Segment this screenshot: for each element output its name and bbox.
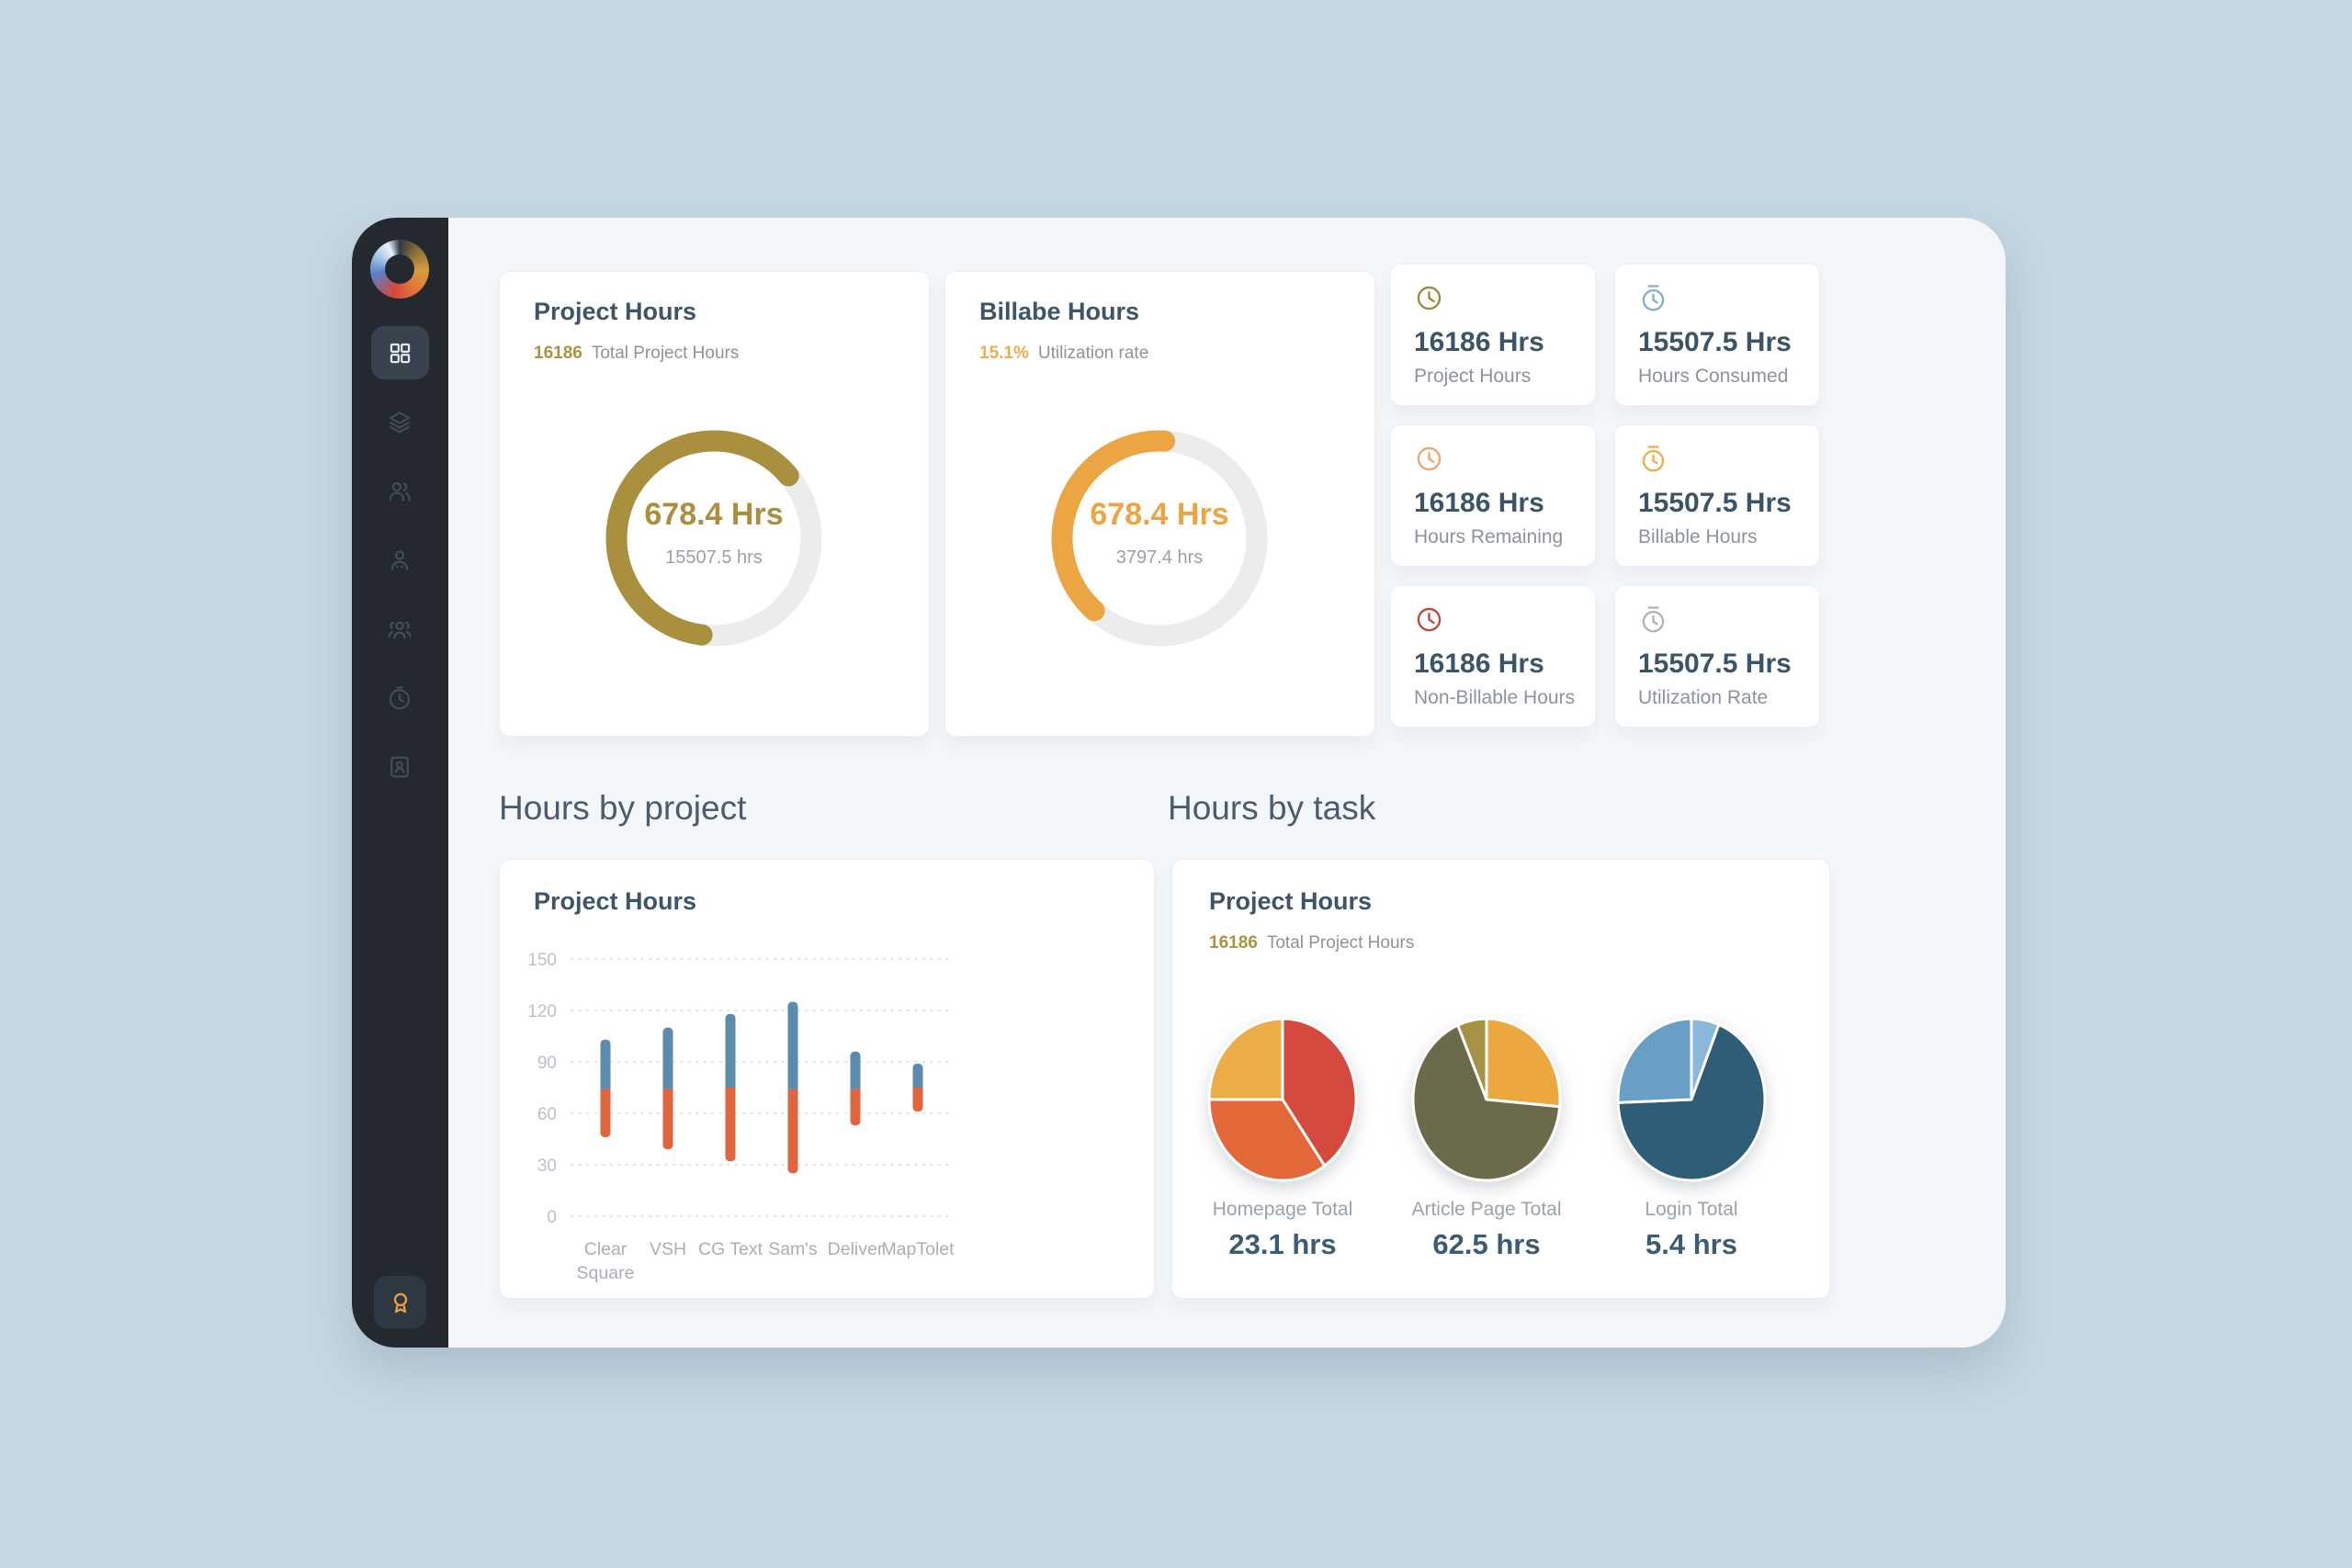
card-title: Project Hours: [1209, 887, 1373, 915]
donut-value: 678.4 Hrs: [1090, 497, 1229, 532]
pie-chart-group: Article Page Total 62.5 hrs: [1376, 1016, 1597, 1261]
total-project-hours-label: Total Project Hours: [591, 344, 740, 363]
stat-card: 16186 Hrs Non-Billable Hours: [1390, 585, 1596, 728]
svg-text:MapTolet: MapTolet: [881, 1239, 955, 1259]
stat-card: 15507.5 Hrs Utilization Rate: [1614, 585, 1820, 728]
svg-text:Deliver: Deliver: [828, 1239, 884, 1259]
sidebar: [352, 218, 448, 1348]
card-subtitle: 16186 Total Project Hours: [534, 344, 739, 364]
card-subtitle: 16186 Total Project Hours: [1209, 933, 1414, 953]
task-pie-chart: [1207, 1017, 1358, 1182]
svg-text:CG Text: CG Text: [698, 1239, 763, 1259]
utilization-rate-label: Utilization rate: [1037, 344, 1149, 363]
svg-text:Sam's: Sam's: [768, 1239, 818, 1259]
clock-icon: [1414, 444, 1444, 474]
card-title: Billabe Hours: [979, 298, 1140, 325]
stat-label: Hours Consumed: [1638, 366, 1789, 387]
svg-text:0: 0: [547, 1208, 557, 1227]
stat-value: 16186 Hrs: [1414, 488, 1544, 518]
sidebar-item-groups[interactable]: [378, 607, 422, 651]
stat-card: 15507.5 Hrs Billable Hours: [1614, 424, 1820, 567]
stat-label: Hours Remaining: [1414, 526, 1564, 547]
stat-value: 16186 Hrs: [1414, 649, 1544, 679]
stat-label: Utilization Rate: [1638, 687, 1769, 708]
stat-label: Project Hours: [1414, 366, 1532, 387]
utilization-rate-value: 15.1%: [979, 344, 1029, 363]
award-icon: [393, 1292, 407, 1313]
layers-icon: [389, 412, 411, 434]
sidebar-item-achievements[interactable]: [374, 1276, 426, 1328]
total-project-hours-value: 16186: [534, 344, 582, 363]
hours-by-task-card: Project Hours 16186 Total Project Hours H…: [1171, 859, 1830, 1299]
stat-card: 15507.5 Hrs Hours Consumed: [1614, 264, 1820, 406]
pie-chart-group: Homepage Total 23.1 hrs: [1172, 1016, 1393, 1261]
card-subtitle: 15.1% Utilization rate: [979, 344, 1148, 364]
project-hours-bar-chart: 0 30 60 90 120 150 Clear Square VSH CG Text Sam's D…: [527, 951, 955, 1283]
pie-value: 23.1 hrs: [1228, 1228, 1337, 1260]
pie-chart-group: Login Total 5.4 hrs: [1581, 1016, 1802, 1261]
grid-icon: [390, 343, 411, 363]
svg-text:150: 150: [527, 951, 557, 970]
svg-text:VSH: VSH: [650, 1239, 686, 1259]
svg-text:120: 120: [527, 1002, 557, 1021]
task-pie-chart: [1411, 1017, 1562, 1182]
donut-center-labels: 678.4 Hrs 15507.5 hrs: [594, 413, 833, 652]
card-title: Project Hours: [534, 298, 697, 325]
stat-value: 16186 Hrs: [1414, 327, 1544, 357]
clock-icon: [1414, 283, 1444, 313]
card-title: Project Hours: [534, 887, 697, 915]
project-hours-donut-chart: [605, 430, 822, 647]
section-heading-hours-by-project: Hours by project: [499, 789, 747, 827]
billable-hours-card: Billabe Hours 15.1% Utilization rate 678.…: [944, 271, 1375, 737]
app-window: Project Hours 16186 Total Project Hours 6…: [352, 218, 2006, 1348]
hours-by-project-card: Project Hours 0 30 60 90 120 150 Clear Square VS…: [499, 859, 1155, 1299]
clock-icon: [1414, 604, 1444, 635]
donut-subvalue: 3797.4 hrs: [1115, 547, 1204, 568]
stat-label: Non-Billable Hours: [1414, 687, 1576, 708]
sidebar-item-team[interactable]: [378, 469, 422, 513]
stopwatch-icon: [1638, 604, 1668, 635]
donut-value: 678.4 Hrs: [644, 497, 784, 532]
donut-center-labels: 678.4 Hrs 3797.4 hrs: [1040, 413, 1279, 652]
stat-value: 15507.5 Hrs: [1638, 488, 1792, 518]
pie-label: Homepage Total: [1212, 1199, 1353, 1220]
total-project-hours-value: 16186: [1209, 933, 1258, 953]
pie-label: Login Total: [1645, 1199, 1738, 1220]
project-hours-card: Project Hours 16186 Total Project Hours 6…: [499, 271, 930, 737]
stat-value: 15507.5 Hrs: [1638, 649, 1792, 679]
pie-value: 62.5 hrs: [1432, 1228, 1541, 1260]
section-heading-hours-by-task: Hours by task: [1168, 789, 1376, 827]
pie-label: Article Page Total: [1411, 1199, 1562, 1220]
svg-text:30: 30: [537, 1156, 557, 1176]
stopwatch-icon: [1638, 444, 1668, 474]
brand-logo: [370, 240, 429, 299]
clock-icon: [389, 686, 411, 710]
svg-text:90: 90: [537, 1054, 557, 1073]
group-icon: [388, 621, 412, 639]
pie-value: 5.4 hrs: [1645, 1228, 1737, 1260]
sidebar-item-layers[interactable]: [378, 400, 422, 445]
svg-text:60: 60: [537, 1105, 557, 1124]
stopwatch-icon: [1638, 283, 1668, 313]
sidebar-item-dashboard[interactable]: [371, 326, 429, 379]
stat-value: 15507.5 Hrs: [1638, 327, 1792, 357]
donut-subvalue: 15507.5 hrs: [665, 547, 763, 568]
user-icon: [390, 550, 409, 570]
sidebar-item-contacts[interactable]: [378, 745, 422, 789]
task-pie-chart: [1616, 1017, 1767, 1182]
users-icon: [389, 481, 411, 502]
stat-card: 16186 Hrs Project Hours: [1390, 264, 1596, 406]
stat-label: Billable Hours: [1638, 526, 1758, 547]
billable-hours-donut-chart: [1051, 430, 1268, 647]
id-card-icon: [390, 756, 409, 778]
total-project-hours-label: Total Project Hours: [1266, 933, 1415, 953]
sidebar-item-time[interactable]: [378, 676, 422, 720]
stat-card: 16186 Hrs Hours Remaining: [1390, 424, 1596, 567]
sidebar-item-member[interactable]: [378, 538, 422, 582]
